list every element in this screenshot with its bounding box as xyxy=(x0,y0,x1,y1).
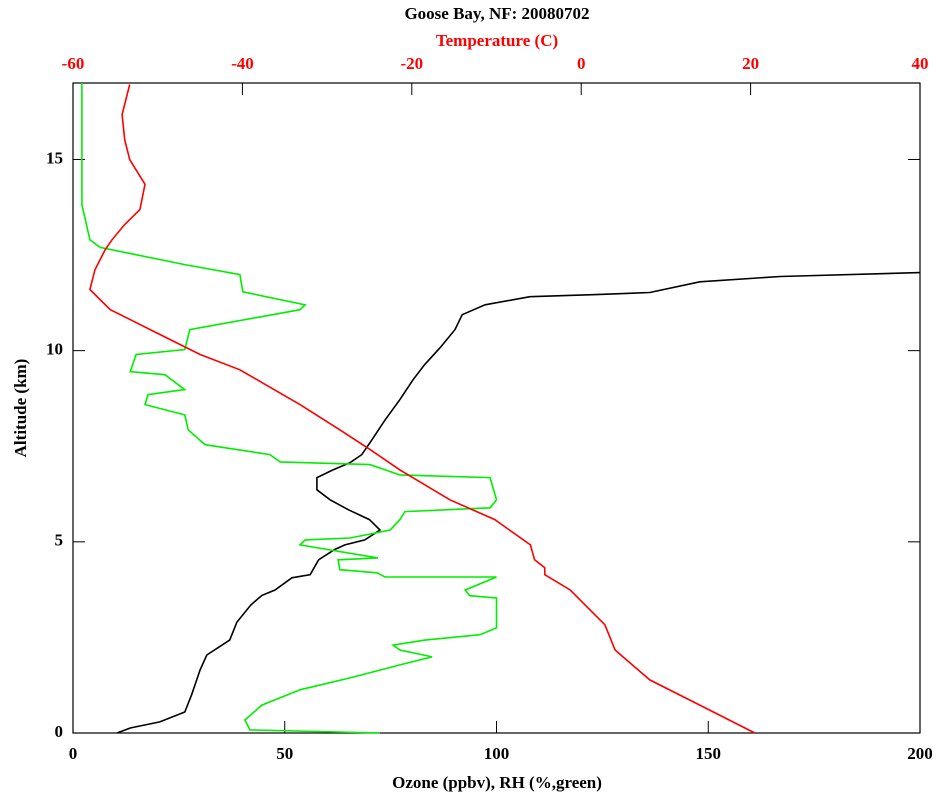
y-tick-label: 10 xyxy=(46,340,63,359)
x-tick-label: 50 xyxy=(276,744,293,763)
x-tick-label: 200 xyxy=(907,744,933,763)
x-tick-label: 100 xyxy=(484,744,510,763)
x2-axis-label: Temperature (C) xyxy=(436,31,558,50)
y-axis-label: Altitude (km) xyxy=(11,359,30,458)
x2-tick-label: -20 xyxy=(400,54,423,73)
x-axis-label: Ozone (ppbv), RH (%,green) xyxy=(392,773,602,792)
profile-line xyxy=(81,83,498,734)
x2-tick-label: 20 xyxy=(742,54,759,73)
plot-frame xyxy=(72,82,921,734)
profile-line xyxy=(116,271,921,734)
chart-title: Goose Bay, NF: 20080702 xyxy=(404,4,589,23)
y-tick-label: 5 xyxy=(55,531,64,550)
y-tick-label: 15 xyxy=(46,148,63,167)
y-tick-label: 0 xyxy=(55,722,64,741)
x2-tick-label: 0 xyxy=(577,54,586,73)
x2-tick-label: -40 xyxy=(231,54,254,73)
x-tick-label: 150 xyxy=(696,744,722,763)
x2-tick-label: 40 xyxy=(912,54,929,73)
x-tick-label: 0 xyxy=(69,744,78,763)
profile-line xyxy=(89,84,756,734)
x2-tick-label: -60 xyxy=(62,54,85,73)
